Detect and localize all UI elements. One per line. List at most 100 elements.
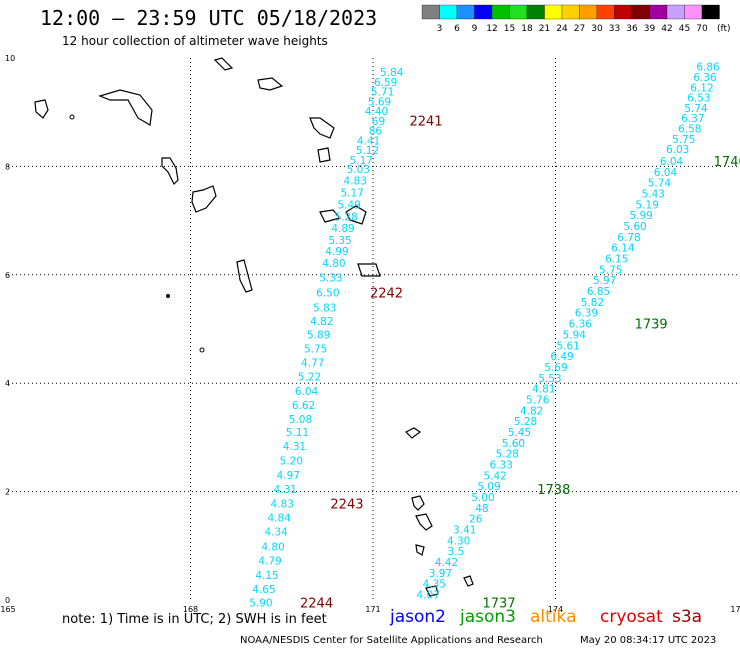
island-outline xyxy=(425,585,439,597)
sat-cryosat: cryosat xyxy=(600,607,663,627)
wave-height-label: 5.90 xyxy=(249,598,272,610)
y-tick-label: 6 xyxy=(5,271,10,280)
wave-height-label: 6.04 xyxy=(660,156,684,168)
wave-height-label: 6.33 xyxy=(490,460,513,472)
wave-height-label: 6.04 xyxy=(295,386,319,398)
wave-height-label: 4.34 xyxy=(264,527,288,539)
wave-height-label: 5.28 xyxy=(496,449,519,461)
wave-height-label: 3.41 xyxy=(453,525,476,537)
island-dot xyxy=(166,294,170,298)
wave-height-label: 5.69 xyxy=(544,362,567,374)
wave-height-label: 5.53 xyxy=(538,373,561,385)
pass-time-label: 1739 xyxy=(635,318,668,333)
island-outline xyxy=(34,99,49,119)
legend-label: 12 xyxy=(486,24,497,34)
island-outline xyxy=(236,259,253,293)
wave-height-label: 4.80 xyxy=(261,541,284,553)
island-outline xyxy=(415,544,425,556)
wave-height-label: 4.97 xyxy=(277,470,300,482)
pass-time-label: 2244 xyxy=(300,597,333,612)
wave-height-label: 5.11 xyxy=(286,427,309,439)
legend-label: 70 xyxy=(696,24,708,34)
wave-height-label: 5.83 xyxy=(313,302,336,314)
wave-height-label: 4.83 xyxy=(271,499,294,511)
island-outline xyxy=(404,427,422,439)
legend-swatch xyxy=(561,4,580,20)
wave-height-label: 5.28 xyxy=(334,211,357,223)
timestamp-text: May 20 08:34:17 UTC 2023 xyxy=(580,635,717,646)
wave-height-label: 6.58 xyxy=(678,123,701,135)
wave-height-label: 5.42 xyxy=(483,470,506,482)
wave-height-label: 6.50 xyxy=(316,288,339,300)
island-outline xyxy=(191,185,217,213)
legend-swatch xyxy=(614,4,633,20)
pass-time-label: 2242 xyxy=(370,287,403,302)
wave-height-label: 4.35 xyxy=(423,579,446,591)
legend-swatch xyxy=(684,4,703,20)
wave-height-label: 4.31 xyxy=(274,484,297,496)
wave-height-label: 5.20 xyxy=(280,456,303,468)
wave-height-label: 26 xyxy=(469,514,483,526)
wave-height-label: 4.81 xyxy=(532,384,555,396)
island-outline xyxy=(411,495,425,511)
island-outline xyxy=(319,209,342,223)
pass-time-label: 1737 xyxy=(483,597,516,612)
page-subtitle: 12 hour collection of altimeter wave hei… xyxy=(62,34,328,48)
wave-height-label: 6.49 xyxy=(550,351,573,363)
y-tick-label: 2 xyxy=(5,488,10,497)
page-title: 12:00 – 23:59 UTC 05/18/2023 xyxy=(40,6,378,30)
wave-height-label: 6.03 xyxy=(666,144,689,156)
wave-height-label: 5.74 xyxy=(648,178,672,190)
wave-height-label: 4.99 xyxy=(325,246,348,258)
wave-height-label: 5.12 xyxy=(356,145,379,157)
legend-label: 33 xyxy=(609,24,620,34)
wave-height-label: 4.42 xyxy=(435,557,458,569)
x-tick-label: 171 xyxy=(365,605,380,614)
island-outline xyxy=(161,157,179,186)
island-outline xyxy=(415,513,433,531)
wave-height-label: 5.60 xyxy=(502,438,525,450)
wave-height-label: 6.36 xyxy=(569,319,593,331)
wave-height-label: 5.19 xyxy=(636,199,659,211)
legend-label: 24 xyxy=(556,24,568,34)
legend-swatch xyxy=(649,4,668,20)
wave-height-label: 5.33 xyxy=(319,273,342,285)
island-dot xyxy=(69,114,75,120)
x-tick-label: 168 xyxy=(183,605,198,614)
wave-height-label: 6.12 xyxy=(690,82,713,94)
wave-height-label: 3.5 xyxy=(448,546,465,558)
legend-label: 30 xyxy=(591,24,603,34)
sat-jason3: jason3 xyxy=(460,607,516,627)
wave-height-label: 4.07 xyxy=(417,590,440,602)
wave-height-label: 4.82 xyxy=(520,405,543,417)
wave-height-label: 6.85 xyxy=(587,286,610,298)
wave-height-label: 4.15 xyxy=(255,570,278,582)
island-outline xyxy=(317,147,331,163)
wave-height-label: 5.09 xyxy=(477,481,500,493)
wave-height-label: 5.03 xyxy=(347,164,370,176)
legend-swatch xyxy=(631,4,650,20)
wave-height-label: 69 xyxy=(372,116,385,128)
wave-height-label: 86 xyxy=(369,126,383,138)
footer-note: note: 1) Time is in UTC; 2) SWH is in fe… xyxy=(62,612,327,627)
wave-height-label: 5.75 xyxy=(672,134,695,146)
y-tick-label: 4 xyxy=(5,379,10,388)
wave-height-label: 5.75 xyxy=(304,344,327,356)
wave-height-label: 5.35 xyxy=(328,235,351,247)
wave-height-label: 4.84 xyxy=(267,513,291,525)
island-outline xyxy=(345,205,367,225)
wave-height-label: 6.59 xyxy=(374,77,397,89)
pass-time-label: 2241 xyxy=(410,114,443,129)
x-tick-label: 165 xyxy=(0,605,15,614)
wave-height-label: 4.41 xyxy=(357,135,380,147)
wave-height-label: 4.89 xyxy=(331,223,354,235)
legend-swatch xyxy=(439,4,458,20)
wave-height-label: 6.36 xyxy=(693,72,717,84)
credit-text: NOAA/NESDIS Center for Satellite Applica… xyxy=(240,635,543,646)
sat-altika: altika xyxy=(530,607,577,627)
wave-height-label: 5.76 xyxy=(526,394,550,406)
y-tick-label: 8 xyxy=(5,162,10,171)
wave-height-label: 5.08 xyxy=(289,414,312,426)
wave-height-label: 6.78 xyxy=(617,232,640,244)
